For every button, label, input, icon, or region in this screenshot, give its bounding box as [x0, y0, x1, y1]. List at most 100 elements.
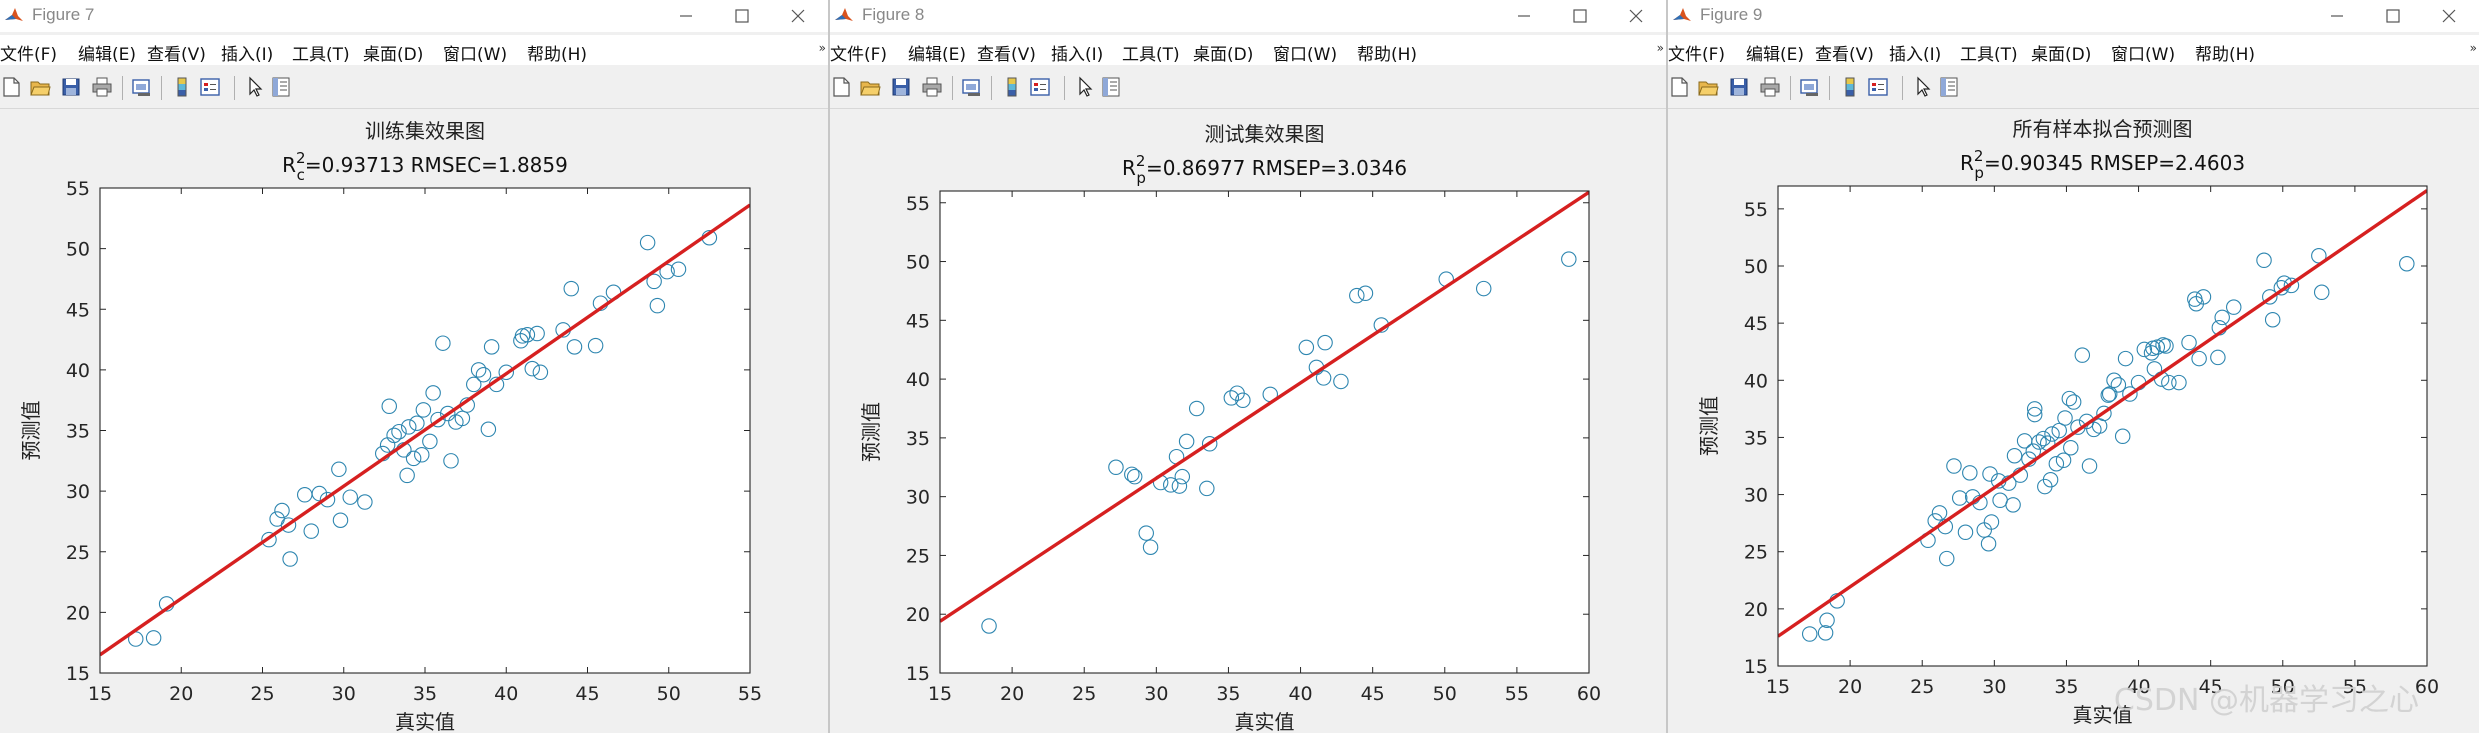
data-point [413, 446, 430, 463]
print-preview-button[interactable] [961, 76, 983, 98]
menu-item[interactable]: 工具(T) [1960, 45, 2018, 65]
data-point [1171, 478, 1188, 494]
minimize-button[interactable] [2317, 2, 2357, 30]
new-file-button[interactable] [830, 76, 852, 98]
property-inspector-button[interactable] [1100, 76, 1122, 98]
x-tick-label: 25 [1910, 676, 1934, 698]
print-button[interactable] [91, 76, 113, 98]
legend-button[interactable] [1029, 76, 1051, 98]
save-button[interactable] [60, 76, 82, 98]
print-button[interactable] [1759, 76, 1781, 98]
menu-overflow-icon[interactable]: » [1656, 41, 1664, 55]
menu-item[interactable]: 插入(I) [1889, 45, 1942, 65]
y-tick-label: 20 [906, 604, 930, 626]
menu-item[interactable]: 窗口(W) [2111, 45, 2176, 65]
menu-item[interactable]: 桌面(D) [2031, 45, 2092, 65]
menu-overflow-icon[interactable]: » [2469, 41, 2477, 55]
menu-item[interactable]: 窗口(W) [1273, 45, 1338, 65]
colorbar-button[interactable] [171, 76, 193, 98]
y-tick-label: 20 [1744, 599, 1768, 621]
data-point [646, 273, 662, 290]
pointer-button[interactable] [1912, 76, 1934, 98]
minimize-button[interactable] [1504, 2, 1544, 30]
menu-item[interactable]: 插入(I) [221, 45, 274, 65]
y-axis-label: 预测值 [859, 402, 883, 462]
save-button[interactable] [890, 76, 912, 98]
data-point [415, 402, 432, 418]
menu-item[interactable]: 查看(V) [147, 45, 206, 65]
print-button[interactable] [921, 76, 943, 98]
maximize-button[interactable] [722, 2, 762, 30]
new-file-button[interactable] [0, 76, 22, 98]
chart-subtitle: R2 c=0.93713 RMSEC=1.8859 [282, 149, 568, 184]
menu-item[interactable]: 查看(V) [1815, 45, 1874, 65]
x-tick-label: 20 [169, 683, 193, 705]
new-file-button[interactable] [1668, 76, 1690, 98]
maximize-button[interactable] [2373, 2, 2413, 30]
menu-item[interactable]: 文件(F) [1668, 45, 1726, 65]
close-button[interactable] [2429, 2, 2469, 30]
menu-item[interactable]: 查看(V) [977, 45, 1036, 65]
x-tick-label: 15 [1766, 676, 1790, 698]
menu-item[interactable]: 插入(I) [1051, 45, 1104, 65]
x-axis-label: 真实值 [1235, 710, 1295, 733]
data-point [2106, 372, 2122, 389]
data-point [303, 523, 319, 539]
data-point [331, 461, 347, 478]
data-point [2283, 277, 2300, 294]
close-button[interactable] [1616, 2, 1656, 30]
pointer-button[interactable] [1074, 76, 1096, 98]
toolbar-separator [234, 76, 235, 100]
menu-overflow-icon[interactable]: » [818, 41, 826, 55]
menu-item[interactable]: 桌面(D) [1193, 45, 1254, 65]
data-point [2025, 443, 2042, 459]
menu-item[interactable]: 文件(F) [830, 45, 888, 65]
menu-item[interactable]: 工具(T) [292, 45, 350, 65]
print-preview-button[interactable] [131, 76, 153, 98]
scatter-plot: 15 20 25 30 35 40 45 50 55 60 15 20 25 30 35 40 45 50 55 测试… [859, 122, 1601, 733]
data-point [145, 630, 162, 646]
pointer-button[interactable] [244, 76, 266, 98]
axes-background[interactable] [940, 191, 1589, 673]
data-point [1980, 535, 1997, 552]
title-bar: Figure 9 [1668, 0, 2479, 32]
menu-item[interactable]: 帮助(H) [2195, 45, 2256, 65]
menu-item[interactable]: 帮助(H) [527, 45, 588, 65]
open-folder-button[interactable] [859, 76, 881, 98]
data-point [2256, 252, 2272, 269]
open-folder-button[interactable] [1697, 76, 1719, 98]
data-point [1201, 436, 1218, 452]
colorbar-button[interactable] [1839, 76, 1861, 98]
menu-item[interactable]: 窗口(W) [443, 45, 508, 65]
legend-button[interactable] [1867, 76, 1889, 98]
menu-item[interactable]: 文件(F) [0, 45, 58, 65]
menu-item[interactable]: 编辑(E) [908, 45, 967, 65]
property-inspector-icon [272, 77, 290, 97]
data-point [1333, 373, 1349, 390]
data-point [2005, 497, 2021, 513]
menu-item[interactable]: 桌面(D) [363, 45, 424, 65]
menu-item[interactable]: 工具(T) [1122, 45, 1180, 65]
menu-item[interactable]: 编辑(E) [1746, 45, 1805, 65]
colorbar-button[interactable] [1001, 76, 1023, 98]
print-preview-button[interactable] [1799, 76, 1821, 98]
legend-button[interactable] [199, 76, 221, 98]
y-axis-label: 预测值 [19, 401, 43, 461]
data-point [1317, 334, 1333, 351]
data-point [2081, 458, 2098, 474]
property-inspector-button[interactable] [270, 76, 292, 98]
data-point [1357, 285, 1374, 302]
menu-item[interactable]: 帮助(H) [1357, 45, 1418, 65]
property-inspector-button[interactable] [1938, 76, 1960, 98]
data-point [1983, 514, 2000, 530]
minimize-icon [2331, 15, 2343, 17]
close-icon [1629, 9, 1643, 23]
open-folder-button[interactable] [29, 76, 51, 98]
data-point [532, 364, 549, 381]
save-button[interactable] [1728, 76, 1750, 98]
minimize-button[interactable] [666, 2, 706, 30]
maximize-button[interactable] [1560, 2, 1600, 30]
close-button[interactable] [778, 2, 818, 30]
menu-item[interactable]: 编辑(E) [78, 45, 137, 65]
data-point [425, 385, 441, 401]
